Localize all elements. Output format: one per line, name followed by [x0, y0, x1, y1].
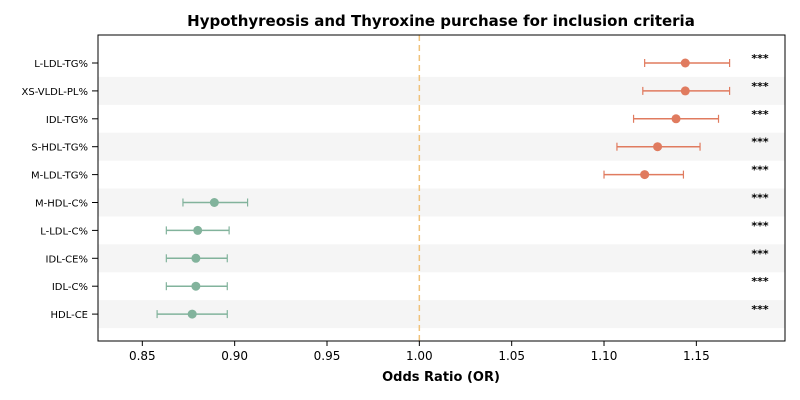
forest-row: M-HDL-C% ***: [35, 192, 769, 210]
or-point: [671, 114, 681, 124]
or-point: [680, 58, 690, 68]
x-tick-label: 1.00: [406, 349, 433, 363]
forest-row: IDL-CE% ***: [46, 247, 769, 265]
forest-row: IDL-C% ***: [52, 275, 769, 293]
or-point: [653, 142, 663, 152]
significance-label: ***: [751, 80, 769, 93]
y-tick-label: M-HDL-C%: [35, 199, 88, 210]
x-tick-label: 0.95: [314, 349, 341, 363]
or-point: [191, 253, 201, 263]
x-tick-label: 0.90: [221, 349, 248, 363]
x-tick-label: 1.05: [498, 349, 525, 363]
significance-label: ***: [751, 247, 769, 260]
significance-label: ***: [751, 219, 769, 232]
forest-row: HDL-CE ***: [50, 303, 768, 321]
y-tick-label: HDL-CE: [50, 310, 88, 321]
y-tick-label: L-LDL-TG%: [34, 59, 88, 70]
or-point: [209, 198, 219, 207]
significance-label: ***: [751, 136, 769, 149]
chart-title: Hypothyreosis and Thyroxine purchase for…: [187, 12, 695, 30]
significance-label: ***: [751, 303, 769, 316]
x-axis: 0.85 0.90 0.95 1.00 1.05 1.10 1.15: [129, 341, 710, 363]
or-point: [187, 309, 197, 319]
y-tick-label: S-HDL-TG%: [31, 143, 88, 154]
x-tick-label: 0.85: [129, 349, 156, 363]
x-axis-label: Odds Ratio (OR): [382, 370, 500, 385]
or-point: [640, 170, 650, 180]
significance-label: ***: [751, 275, 769, 288]
y-tick-label: M-LDL-TG%: [31, 171, 88, 182]
or-point: [191, 281, 201, 291]
significance-label: ***: [751, 164, 769, 177]
y-tick-label: IDL-TG%: [46, 115, 88, 126]
y-tick-label: L-LDL-C%: [40, 226, 88, 237]
plot-frame: [97, 34, 786, 342]
or-point: [193, 225, 203, 235]
significance-label: ***: [751, 192, 769, 205]
y-tick-label: IDL-C%: [52, 282, 88, 293]
forest-row: S-HDL-TG% ***: [31, 136, 768, 154]
data-rows: L-LDL-TG% ***XS-VLDL-PL% ***IDL-TG% ***S-HD…: [22, 52, 769, 321]
or-point: [680, 86, 690, 96]
forest-row: L-LDL-TG% ***: [34, 52, 769, 70]
y-tick-label: XS-VLDL-PL%: [22, 87, 88, 98]
forest-row: XS-VLDL-PL% ***: [22, 80, 769, 98]
x-tick-label: 1.15: [683, 349, 710, 363]
significance-label: ***: [751, 52, 769, 65]
forest-row: L-LDL-C% ***: [40, 219, 769, 237]
significance-label: ***: [751, 108, 769, 121]
x-tick-label: 1.10: [591, 349, 618, 363]
forest-row: IDL-TG% ***: [46, 108, 769, 126]
forest-row: M-LDL-TG% ***: [31, 164, 769, 182]
y-tick-label: IDL-CE%: [46, 254, 88, 265]
